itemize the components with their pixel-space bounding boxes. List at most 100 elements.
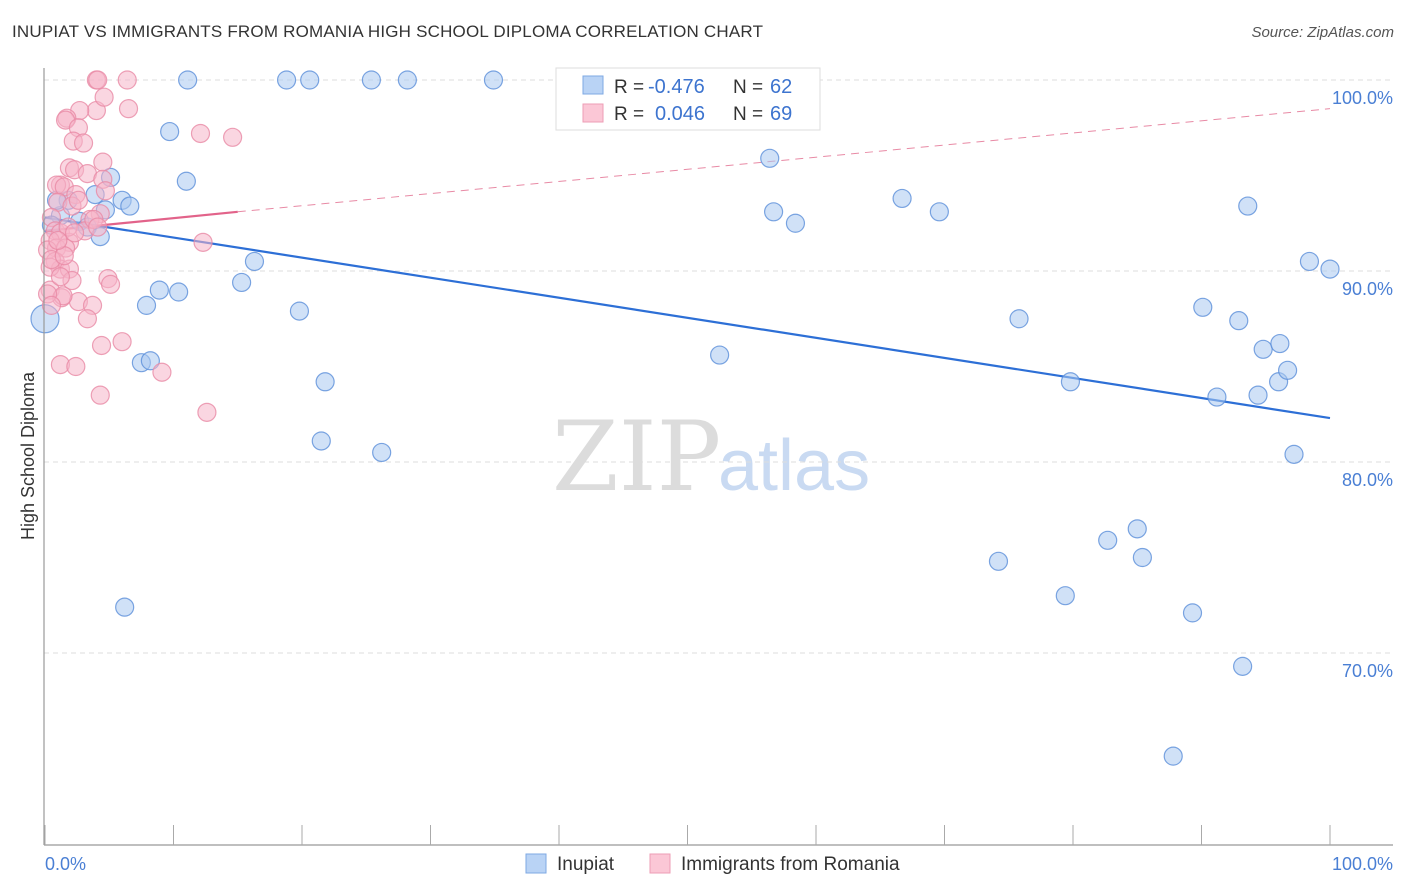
inupiat-point bbox=[1060, 372, 1081, 392]
inupiat-point bbox=[1277, 360, 1298, 380]
romania-swatch bbox=[582, 103, 604, 123]
romania-point bbox=[190, 123, 211, 144]
inupiat-point bbox=[178, 70, 198, 90]
n-label: N = bbox=[733, 77, 763, 98]
n-value: 62 bbox=[770, 76, 792, 98]
inupiat-point bbox=[760, 148, 780, 168]
inupiat-point bbox=[988, 551, 1009, 571]
inupiat-point bbox=[1193, 297, 1213, 317]
y-axis-label: High School Diploma bbox=[18, 371, 38, 540]
inupiat-point bbox=[1055, 586, 1075, 606]
romania-point bbox=[77, 309, 98, 329]
inupiat-point bbox=[1248, 385, 1268, 405]
inupiat-point bbox=[763, 202, 784, 222]
x-tick-label-1: 100.0% bbox=[1332, 854, 1393, 874]
romania-point bbox=[94, 87, 114, 107]
romania-point bbox=[117, 70, 137, 90]
romania-point bbox=[95, 181, 115, 201]
romania-point bbox=[93, 152, 113, 172]
romania-point bbox=[223, 127, 243, 147]
inupiat-point bbox=[115, 597, 135, 617]
inupiat-point bbox=[483, 70, 504, 90]
inupiat-point bbox=[1163, 746, 1183, 766]
n-label: N = bbox=[733, 104, 763, 125]
inupiat-point bbox=[140, 351, 160, 371]
romania-point bbox=[90, 385, 110, 405]
watermark-atlas: atlas bbox=[718, 426, 870, 506]
inupiat-point bbox=[929, 202, 949, 222]
romania-point bbox=[48, 230, 68, 251]
r-value: -0.476 bbox=[648, 76, 705, 98]
inupiat-point bbox=[710, 345, 730, 365]
legend-romania-swatch bbox=[649, 853, 671, 874]
inupiat-point bbox=[1284, 444, 1304, 464]
inupiat-point bbox=[1320, 259, 1340, 279]
inupiat-point bbox=[149, 280, 169, 300]
romania-point bbox=[68, 190, 89, 210]
inupiat-point bbox=[892, 188, 912, 209]
romania-point bbox=[193, 232, 213, 252]
y-tick-label: 100.0% bbox=[1332, 88, 1393, 108]
y-tick-label: 90.0% bbox=[1342, 279, 1393, 299]
inupiat-point bbox=[315, 372, 335, 392]
inupiat-point bbox=[232, 272, 252, 293]
romania-point bbox=[66, 356, 86, 377]
inupiat-point bbox=[176, 171, 196, 191]
correlation-legend: R = -0.476 N = 62 R = 0.046 N = 69 bbox=[555, 67, 821, 131]
romania-point bbox=[112, 332, 132, 352]
romania-point bbox=[100, 274, 121, 294]
legend-romania-label: Immigrants from Romania bbox=[681, 854, 900, 875]
romania-point bbox=[88, 217, 108, 237]
x-tick-label-0: 0.0% bbox=[45, 854, 86, 874]
romania-point bbox=[73, 133, 94, 153]
inupiat-point bbox=[1009, 309, 1029, 329]
romania-point bbox=[41, 295, 62, 315]
inupiat-point bbox=[372, 442, 392, 463]
inupiat-point bbox=[300, 70, 320, 90]
inupiat-swatch bbox=[582, 75, 604, 95]
romania-point bbox=[88, 70, 108, 90]
inupiat-point bbox=[1132, 547, 1152, 568]
legend-inupiat-swatch bbox=[525, 853, 547, 874]
inupiat-point bbox=[397, 70, 417, 90]
inupiat-point bbox=[244, 251, 265, 272]
inupiat-point bbox=[785, 213, 806, 233]
inupiat-point bbox=[1253, 339, 1273, 359]
romania-trend-extension bbox=[237, 108, 1331, 213]
romania-point bbox=[118, 99, 139, 119]
inupiat-point bbox=[1270, 333, 1290, 354]
n-value: 69 bbox=[770, 103, 792, 125]
inupiat-point bbox=[1233, 656, 1253, 676]
inupiat-point bbox=[1098, 530, 1118, 550]
series-legend: Inupiat Immigrants from Romania bbox=[525, 853, 900, 875]
legend-inupiat-label: Inupiat bbox=[557, 854, 615, 875]
r-label: R = bbox=[614, 77, 644, 98]
inupiat-point bbox=[169, 282, 189, 302]
romania-point bbox=[197, 402, 217, 422]
inupiat-point bbox=[136, 295, 157, 315]
chart-title: INUPIAT VS IMMIGRANTS FROM ROMANIA HIGH … bbox=[12, 22, 764, 41]
inupiat-point bbox=[160, 121, 180, 142]
watermark-zip: ZIP bbox=[552, 401, 721, 513]
inupiat-point bbox=[1299, 251, 1320, 272]
romania-point bbox=[152, 362, 172, 382]
inupiat-point bbox=[1182, 603, 1203, 623]
y-tick-label: 70.0% bbox=[1342, 661, 1393, 681]
inupiat-point bbox=[289, 301, 310, 321]
inupiat-point bbox=[1238, 196, 1258, 216]
inupiat-point bbox=[1127, 519, 1147, 539]
romania-point bbox=[50, 267, 71, 287]
inupiat-point bbox=[361, 70, 381, 90]
chart-source: Source: ZipAtlas.com bbox=[1251, 24, 1394, 41]
inupiat-trend-line bbox=[44, 216, 1331, 420]
y-tick-label: 80.0% bbox=[1342, 470, 1393, 490]
romania-point bbox=[64, 223, 85, 243]
romania-point bbox=[91, 335, 112, 356]
r-label: R = bbox=[614, 104, 644, 125]
r-value: 0.046 bbox=[655, 103, 705, 125]
inupiat-point bbox=[120, 196, 140, 216]
inupiat-point bbox=[1229, 311, 1249, 331]
inupiat-point bbox=[276, 70, 297, 90]
